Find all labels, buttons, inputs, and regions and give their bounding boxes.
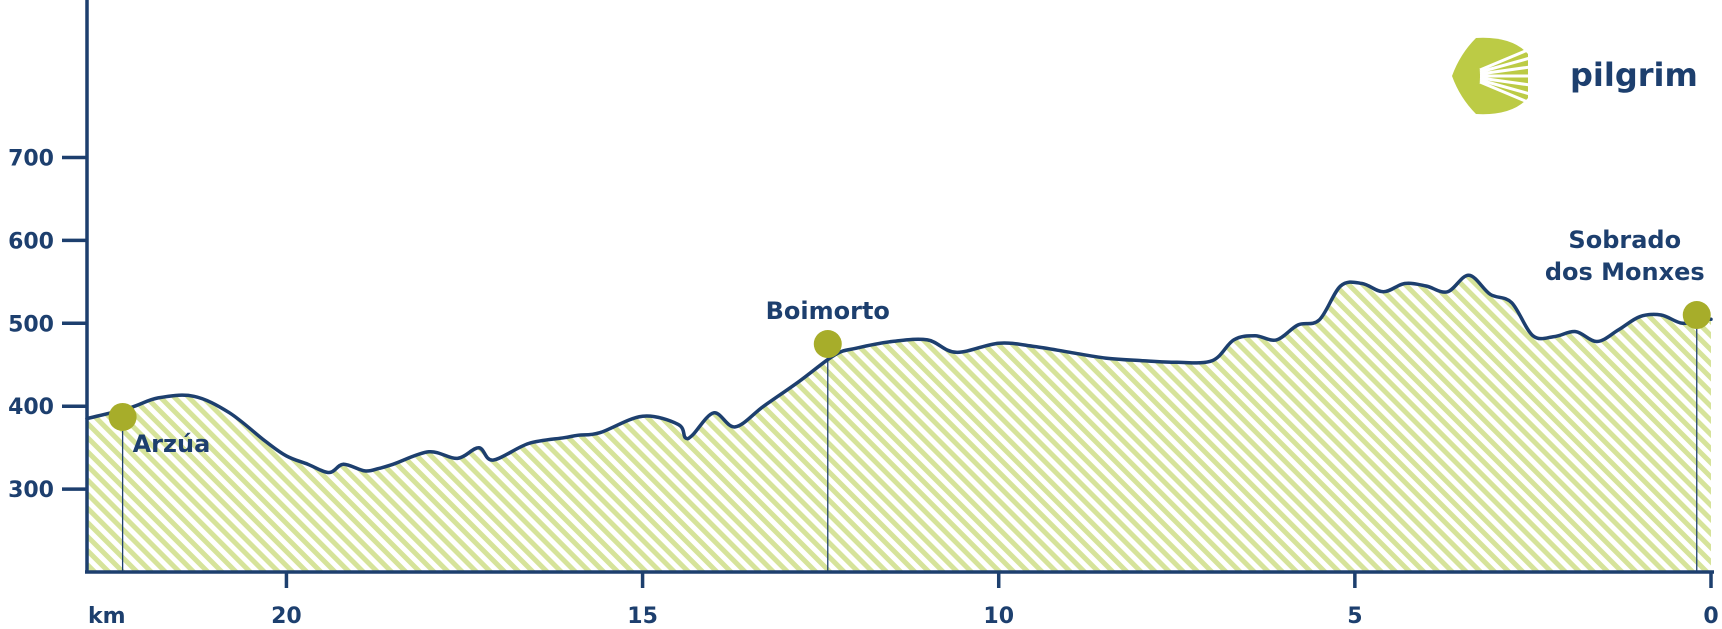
elevation-area xyxy=(87,275,1711,572)
pilgrim-logo: pilgrim xyxy=(1452,37,1698,115)
stop-marker xyxy=(1682,301,1711,330)
x-axis-unit-label: km xyxy=(88,604,126,629)
stop-marker xyxy=(108,402,137,431)
y-tick-label: 700 xyxy=(8,147,54,172)
scallop-shell-icon xyxy=(1452,37,1531,115)
y-tick-label: 500 xyxy=(8,312,54,337)
y-tick-label: 300 xyxy=(8,478,54,503)
stop-label: Arzúa xyxy=(133,430,211,458)
x-tick-label: 0 xyxy=(1703,604,1718,629)
stop-label: Sobrado dos Monxes xyxy=(1545,226,1705,286)
x-tick-label: 15 xyxy=(627,604,658,629)
x-tick-label: 20 xyxy=(271,604,302,629)
y-tick-label: 600 xyxy=(8,229,54,254)
stop-label: Boimorto xyxy=(766,297,890,325)
stop-marker xyxy=(813,330,842,359)
x-tick-label: 5 xyxy=(1347,604,1362,629)
y-tick-label: 400 xyxy=(8,395,54,420)
elevation-line xyxy=(85,273,1713,475)
x-tick-label: 10 xyxy=(983,604,1014,629)
brand-name: pilgrim xyxy=(1570,56,1698,94)
